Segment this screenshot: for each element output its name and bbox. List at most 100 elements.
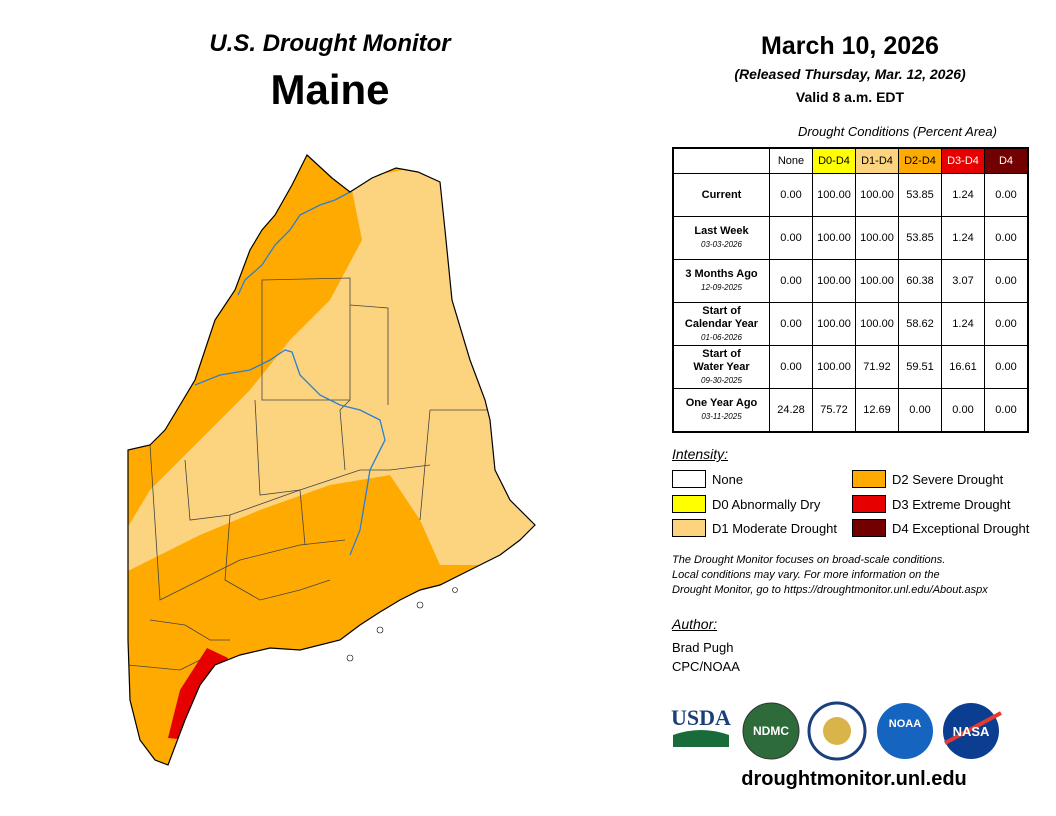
legend-label: D3 Extreme Drought xyxy=(892,496,1011,512)
cell: 0.00 xyxy=(984,345,1029,389)
note-line: Drought Monitor, go to https://droughtmo… xyxy=(672,584,988,596)
row-label: One Year Ago 03-11-2025 xyxy=(672,388,770,433)
cell: 59.51 xyxy=(898,345,942,389)
cell: 100.00 xyxy=(812,259,856,303)
row-date: 09-30-2025 xyxy=(701,375,742,385)
legend-swatch xyxy=(672,495,706,513)
row-label-line: Start of xyxy=(702,304,741,317)
row-label-line: 3 Months Ago xyxy=(685,268,758,280)
usda-logo: USDA xyxy=(671,705,731,747)
legend-item: None xyxy=(672,470,743,488)
noaa-logo: NOAA xyxy=(877,703,933,759)
author: Brad Pugh CPC/NOAA xyxy=(672,638,740,676)
legend-title: Intensity: xyxy=(672,446,729,462)
cell: 0.00 xyxy=(769,345,813,389)
row-label: Start of Calendar Year 01-06-2026 xyxy=(672,302,770,346)
release-date: (Released Thursday, Mar. 12, 2026) xyxy=(734,66,966,82)
column-header: D4 xyxy=(984,147,1029,174)
cell: 0.00 xyxy=(769,173,813,217)
cell: 0.00 xyxy=(769,216,813,260)
cell: 24.28 xyxy=(769,388,813,433)
table-caption: Drought Conditions (Percent Area) xyxy=(798,124,997,139)
drought-areas xyxy=(128,155,535,765)
cell: 53.85 xyxy=(898,216,942,260)
column-header: None xyxy=(769,147,813,174)
note: The Drought Monitor focuses on broad-sca… xyxy=(672,553,988,598)
author-title: Author: xyxy=(672,616,718,632)
row-label-line: Current xyxy=(701,188,742,201)
cell: 0.00 xyxy=(769,302,813,346)
cell: 100.00 xyxy=(855,302,899,346)
cell: 3.07 xyxy=(941,259,985,303)
column-header: D2-D4 xyxy=(898,147,942,174)
cell: 100.00 xyxy=(812,216,856,260)
cell: 0.00 xyxy=(984,259,1029,303)
row-label-line: Start of xyxy=(702,347,741,360)
cell: 0.00 xyxy=(769,259,813,303)
header-blank xyxy=(673,148,770,174)
logo-text: USDA xyxy=(671,705,731,730)
legend-label: D0 Abnormally Dry xyxy=(712,496,821,512)
cell: 100.00 xyxy=(812,302,856,346)
table-row: Current 0.00 100.00 100.00 53.85 1.24 0.00 xyxy=(672,173,1029,217)
row-label: 3 Months Ago 12-09-2025 xyxy=(672,259,770,303)
column-header: D1-D4 xyxy=(855,147,899,174)
cell: 100.00 xyxy=(855,173,899,217)
legend-item: D1 Moderate Drought xyxy=(672,519,837,537)
cell: 60.38 xyxy=(898,259,942,303)
cell: 100.00 xyxy=(812,173,856,217)
row-label: Last Week 03-03-2026 xyxy=(672,216,770,260)
cell: 16.61 xyxy=(941,345,985,389)
doc-logo xyxy=(807,701,867,761)
row-label: Current xyxy=(672,173,770,217)
legend-item: D4 Exceptional Drought xyxy=(852,519,1029,537)
legend-swatch xyxy=(672,519,706,537)
legend-item: D0 Abnormally Dry xyxy=(672,495,820,513)
cell: 1.24 xyxy=(941,173,985,217)
nasa-logo: NASA xyxy=(943,703,1002,759)
logo-text: NDMC xyxy=(753,724,789,738)
table-row: Last Week 03-03-2026 0.00 100.00 100.00 53.85… xyxy=(672,216,1029,260)
row-date: 01-06-2026 xyxy=(701,332,742,342)
column-header: D0-D4 xyxy=(812,147,856,174)
islands xyxy=(346,587,458,662)
logo-text: NOAA xyxy=(889,718,921,730)
table-row: 3 Months Ago 12-09-2025 0.00 100.00 100.00 60… xyxy=(672,259,1029,303)
title: U.S. Drought Monitor xyxy=(209,30,451,57)
cell: 75.72 xyxy=(812,388,856,433)
cell: 0.00 xyxy=(984,173,1029,217)
note-line: The Drought Monitor focuses on broad-sca… xyxy=(672,554,946,566)
cell: 100.00 xyxy=(855,216,899,260)
cell: 71.92 xyxy=(855,345,899,389)
row-date: 03-11-2025 xyxy=(701,412,742,421)
note-line: Local conditions may vary. For more info… xyxy=(672,569,940,581)
legend-label: D1 Moderate Drought xyxy=(712,520,838,536)
legend-swatch xyxy=(852,495,886,513)
cell: 1.24 xyxy=(941,216,985,260)
row-date: 03-03-2026 xyxy=(701,240,742,249)
county-lines xyxy=(128,277,490,671)
author-line: CPC/NOAA xyxy=(672,659,740,674)
cell: 0.00 xyxy=(984,216,1029,260)
cell: 0.00 xyxy=(984,302,1029,346)
column-header: D3-D4 xyxy=(941,147,985,174)
row-label-line: One Year Ago xyxy=(685,397,758,409)
legend-label: None xyxy=(712,471,744,487)
map xyxy=(127,154,536,766)
legend-swatch xyxy=(852,519,886,537)
row-label-line: Calendar Year xyxy=(684,317,759,330)
header-row: None D0-D4 D1-D4 D2-D4 D3-D4 D4 xyxy=(673,147,1029,174)
legend-item: D3 Extreme Drought xyxy=(852,495,1011,513)
conditions-table: None D0-D4 D1-D4 D2-D4 D3-D4 D4 Current 0.00 100… xyxy=(672,147,1029,433)
legend-item: D2 Severe Drought xyxy=(852,470,1003,488)
table-row: Start of Calendar Year 01-06-2026 0.00 100.0… xyxy=(672,302,1029,346)
row-label-line: Water Year xyxy=(693,360,750,373)
cell: 0.00 xyxy=(898,388,942,433)
author-line: Brad Pugh xyxy=(672,640,734,655)
cell: 0.00 xyxy=(941,388,985,433)
cell: 100.00 xyxy=(855,259,899,303)
legend-label: D2 Severe Drought xyxy=(892,471,1004,487)
table-row: One Year Ago 03-11-2025 24.28 75.72 12.69 0.0… xyxy=(672,388,1029,433)
table-row: Start of Water Year 09-30-2025 0.00 100.00 71… xyxy=(672,345,1029,389)
